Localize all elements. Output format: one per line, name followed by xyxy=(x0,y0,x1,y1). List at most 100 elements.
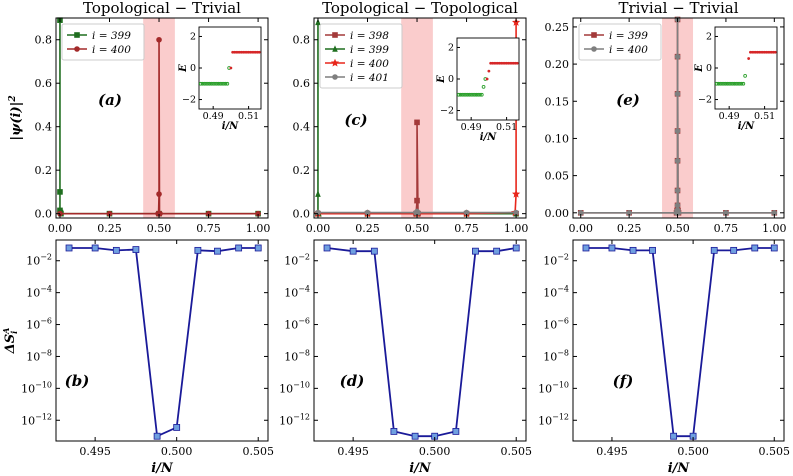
data-point xyxy=(675,209,682,216)
inset-point xyxy=(747,57,751,60)
inset-point xyxy=(479,92,484,97)
inset-y-tick-label: 0 xyxy=(706,63,712,74)
inset-point xyxy=(204,81,208,86)
legend-entry: i = 401 xyxy=(350,72,389,84)
legend-marker xyxy=(74,32,80,38)
data-point xyxy=(156,36,162,43)
inset-point xyxy=(487,69,491,73)
y-tick-label: 0.10 xyxy=(545,132,570,145)
y-tick-label: 10−4 xyxy=(543,285,569,300)
data-point xyxy=(411,432,419,440)
y-tick-label: 10−2 xyxy=(284,253,310,268)
data-point xyxy=(463,209,470,216)
legend-entry: i = 400 xyxy=(92,44,131,56)
inset-point xyxy=(221,81,226,86)
data-point xyxy=(512,244,520,252)
inset-point xyxy=(223,81,228,86)
inset-point xyxy=(469,92,474,97)
inset-point xyxy=(456,92,461,97)
inset-point xyxy=(515,61,519,65)
y-tick-label: 10−8 xyxy=(26,348,52,363)
inset-point xyxy=(211,81,216,86)
y-tick-label: 10−8 xyxy=(284,348,310,363)
inset-point xyxy=(462,92,466,97)
data-point xyxy=(577,209,584,216)
x-tick-label: 0.00 xyxy=(48,222,73,235)
axes-frame xyxy=(572,17,785,219)
legend-entry: i = 399 xyxy=(92,30,131,42)
data-point xyxy=(674,53,681,60)
data-point xyxy=(513,209,519,216)
y-tick-label: 10−2 xyxy=(26,253,52,268)
y-tick-label: 0.00 xyxy=(545,207,570,220)
inset-point xyxy=(465,92,470,97)
data-point xyxy=(415,209,421,216)
data-point xyxy=(157,210,163,217)
legend-marker xyxy=(74,46,80,52)
y-tick-label: 10−12 xyxy=(279,412,310,427)
panel-label: (e) xyxy=(616,91,640,109)
inset-point xyxy=(736,81,740,86)
x-tick-label: 0.75 xyxy=(454,222,479,235)
series-line xyxy=(69,247,259,438)
data-point xyxy=(349,247,357,255)
inset-point xyxy=(213,81,217,86)
inset-point xyxy=(730,81,735,86)
inset-x-label: i/N xyxy=(222,121,239,132)
inset-point xyxy=(773,50,777,54)
inset-y-label: E xyxy=(436,75,447,84)
x-tick-label: 0.495 xyxy=(596,445,628,458)
inset-point xyxy=(723,81,728,86)
inset-point xyxy=(218,81,223,86)
data-point xyxy=(582,244,590,252)
inset-y-tick-label: −2 xyxy=(182,95,196,106)
inset-x-label: i/N xyxy=(480,132,497,143)
y-tick-label: 10−4 xyxy=(26,285,52,300)
inset-point xyxy=(737,81,742,86)
y-tick-label: 10−10 xyxy=(279,380,310,395)
inset-point xyxy=(739,81,744,86)
x-tick-label: 0.25 xyxy=(355,222,380,235)
series-line xyxy=(326,247,517,438)
data-point xyxy=(112,246,120,254)
x-tick-label: 1.00 xyxy=(762,222,787,235)
data-point xyxy=(255,210,261,217)
inset-point xyxy=(209,81,214,86)
inset-point xyxy=(478,92,482,97)
inset-y-tick-label: 2 xyxy=(706,31,712,42)
legend-entry: i = 399 xyxy=(609,30,648,42)
data-point xyxy=(723,209,729,216)
x-tick-label: 0.25 xyxy=(617,222,642,235)
axes-frame xyxy=(572,239,785,442)
data-point xyxy=(390,428,398,435)
data-point xyxy=(674,128,681,134)
inset-x-tick-label: 0.49 xyxy=(203,111,224,122)
data-point xyxy=(235,244,243,252)
inset-point xyxy=(198,81,203,86)
panel-title: Trivial − Trivial xyxy=(618,0,738,17)
panel-label: (b) xyxy=(65,372,90,390)
data-point xyxy=(65,244,73,252)
inset-point xyxy=(732,81,737,86)
x-tick-label: 1.00 xyxy=(246,222,271,235)
legend-marker xyxy=(332,32,338,38)
y-axis-label: |ψ(i)|2 xyxy=(8,95,24,140)
data-point xyxy=(608,244,616,252)
y-tick-label: 0.8 xyxy=(35,34,53,47)
y-tick-label: 0.25 xyxy=(545,21,570,34)
inset-point xyxy=(741,81,746,86)
y-tick-label: 10−12 xyxy=(538,412,569,427)
y-tick-label: 0.2 xyxy=(293,164,311,177)
inset-point xyxy=(718,81,723,86)
series-line-2 xyxy=(59,39,259,215)
x-tick-label: 0.505 xyxy=(242,445,274,458)
inset-y-label: E xyxy=(178,64,189,73)
inset-a: 0.49 0.51 −2 0 2 i/N E xyxy=(178,26,262,132)
inset-x-tick-label: 0.51 xyxy=(754,111,775,122)
axes-frame xyxy=(313,17,527,219)
legend-box xyxy=(61,23,145,61)
inset-point xyxy=(720,81,724,86)
x-axis-label: i/N xyxy=(151,461,174,476)
inset-point xyxy=(485,77,489,81)
inset-point xyxy=(734,81,739,86)
